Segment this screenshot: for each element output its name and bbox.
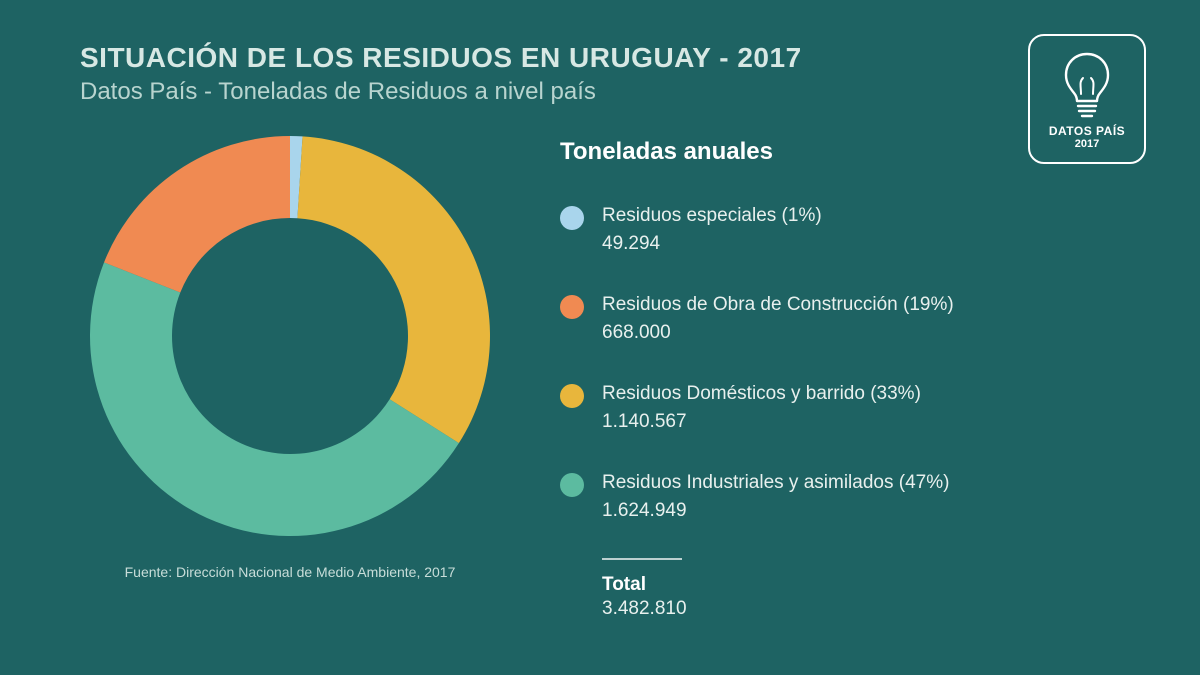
legend-dot <box>560 473 584 497</box>
source-text: Fuente: Dirección Nacional de Medio Ambi… <box>125 564 456 580</box>
donut-slice-domesticos <box>297 136 490 443</box>
legend-text: Residuos Domésticos y barrido (33%) 1.14… <box>602 380 921 435</box>
total-value: 3.482.810 <box>602 598 1120 620</box>
datos-pais-badge: DATOS PAÍS 2017 <box>1028 34 1146 164</box>
total-separator <box>602 558 682 560</box>
legend-text: Residuos especiales (1%) 49.294 <box>602 202 822 257</box>
legend-value: 49.294 <box>602 230 822 258</box>
legend-label: Residuos Domésticos y barrido (33%) <box>602 380 921 408</box>
legend-label: Residuos de Obra de Construcción (19%) <box>602 291 954 319</box>
donut-slice-construccion <box>104 136 290 293</box>
legend-dot <box>560 384 584 408</box>
legend-value: 1.140.567 <box>602 408 921 436</box>
badge-year: 2017 <box>1075 138 1099 150</box>
legend-value: 1.624.949 <box>602 497 949 525</box>
legend-dot <box>560 206 584 230</box>
total-label: Total <box>602 574 1120 596</box>
header: SITUACIÓN DE LOS RESIDUOS EN URUGUAY - 2… <box>0 0 1200 106</box>
legend-item-domesticos: Residuos Domésticos y barrido (33%) 1.14… <box>560 380 1120 435</box>
legend-label: Residuos especiales (1%) <box>602 202 822 230</box>
page-title: SITUACIÓN DE LOS RESIDUOS EN URUGUAY - 2… <box>80 42 1120 74</box>
donut-chart <box>80 126 500 546</box>
lightbulb-icon <box>1058 50 1116 118</box>
legend-item-construccion: Residuos de Obra de Construcción (19%) 6… <box>560 291 1120 346</box>
legend-dot <box>560 295 584 319</box>
legend-value: 668.000 <box>602 319 954 347</box>
legend-total: Total 3.482.810 <box>602 558 1120 620</box>
legend-item-industriales: Residuos Industriales y asimilados (47%)… <box>560 469 1120 524</box>
legend-text: Residuos Industriales y asimilados (47%)… <box>602 469 949 524</box>
legend-label: Residuos Industriales y asimilados (47%) <box>602 469 949 497</box>
legend: Toneladas anuales Residuos especiales (1… <box>560 126 1120 620</box>
legend-text: Residuos de Obra de Construcción (19%) 6… <box>602 291 954 346</box>
badge-label: DATOS PAÍS <box>1049 124 1125 138</box>
page-subtitle: Datos País - Toneladas de Residuos a niv… <box>80 78 1120 106</box>
chart-area: Fuente: Dirección Nacional de Medio Ambi… <box>80 126 500 620</box>
content: Fuente: Dirección Nacional de Medio Ambi… <box>0 106 1200 620</box>
legend-item-especiales: Residuos especiales (1%) 49.294 <box>560 202 1120 257</box>
